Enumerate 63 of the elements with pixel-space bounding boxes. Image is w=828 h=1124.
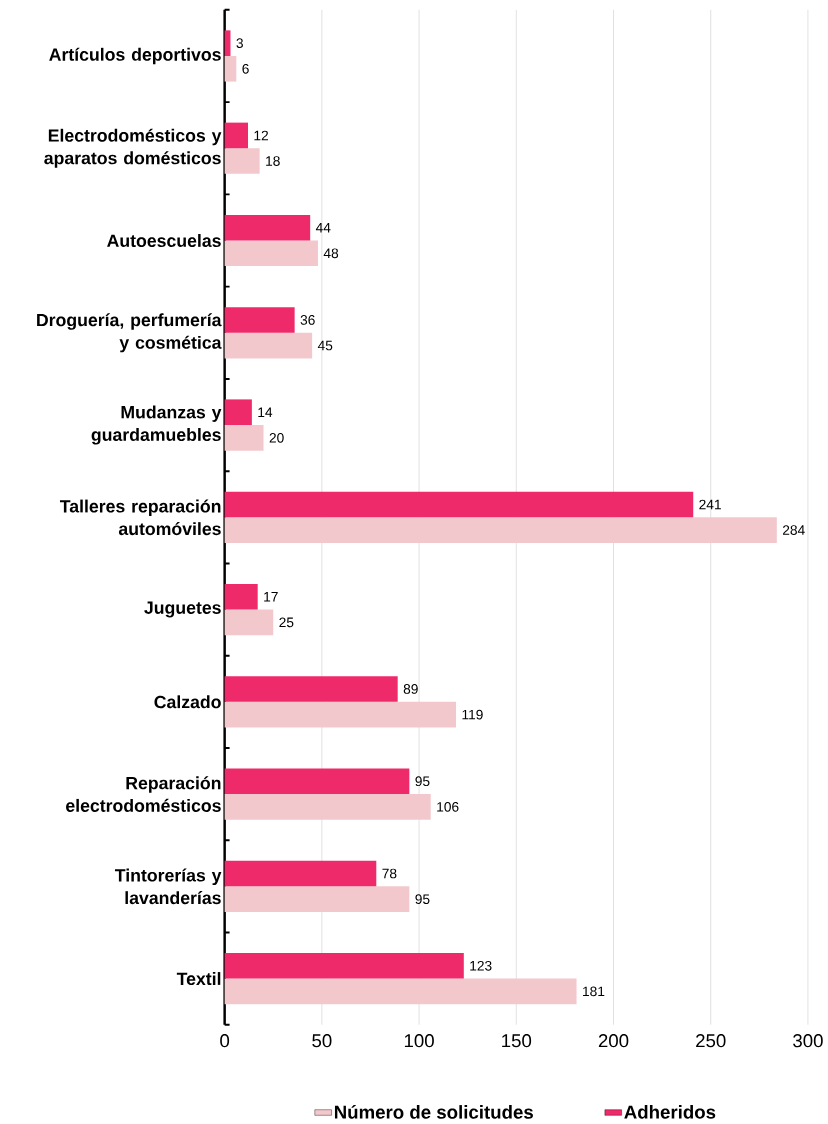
x-tick-label: 200 — [599, 1034, 629, 1048]
bar — [224, 768, 410, 795]
data-label: 6 — [242, 63, 249, 74]
bar — [224, 307, 295, 333]
bar — [224, 240, 319, 267]
y-tick-label: Droguería, perfumería y cosmética — [37, 313, 222, 353]
x-tick-label: 250 — [696, 1034, 726, 1048]
x-tick-label: 300 — [793, 1034, 823, 1048]
data-label: 17 — [264, 592, 278, 602]
data-label: 18 — [266, 156, 280, 166]
y-tick-label: Talleres reparación automóviles — [60, 499, 221, 536]
data-label: 241 — [699, 499, 722, 510]
bar — [224, 978, 577, 1005]
y-tick-label: Calzado — [154, 695, 221, 709]
data-label: 45 — [318, 340, 333, 351]
x-tick-label: 50 — [312, 1034, 332, 1048]
y-tick-label: Mudanzas y guardamuebles — [91, 405, 222, 445]
bar — [224, 701, 457, 728]
data-label: 89 — [403, 684, 418, 694]
bar — [224, 332, 313, 359]
data-label: 95 — [415, 776, 430, 787]
data-label: 20 — [269, 432, 284, 443]
y-tick-label: Reparación electrodomésticos — [66, 776, 221, 812]
data-label: 44 — [316, 222, 331, 233]
bar — [224, 122, 249, 149]
data-label: 36 — [300, 315, 315, 325]
bar — [224, 609, 274, 636]
bar — [224, 55, 237, 82]
data-label: 78 — [382, 868, 397, 879]
data-label: 284 — [783, 525, 805, 535]
y-tick-label: Juguetes — [144, 601, 221, 618]
bar — [224, 952, 464, 979]
data-label: 3 — [236, 38, 244, 49]
data-label: 181 — [583, 986, 605, 997]
bar — [224, 399, 253, 426]
data-label: 95 — [415, 894, 430, 904]
x-tick-label: 150 — [502, 1034, 532, 1048]
y-tick-label: Artículos deportivos — [49, 47, 221, 65]
data-label: 48 — [323, 248, 339, 259]
data-label: 119 — [462, 709, 483, 720]
bar — [224, 491, 694, 518]
x-tick-label: 0 — [220, 1034, 230, 1048]
bar — [224, 794, 431, 820]
y-tick-label: Tintorerías y lavanderías — [115, 868, 222, 905]
bar — [224, 886, 410, 912]
data-label: 14 — [258, 407, 273, 417]
bar — [224, 517, 778, 543]
data-label: 106 — [437, 801, 459, 812]
bar — [224, 214, 311, 241]
y-tick-label: Autoescuelas — [107, 234, 221, 247]
y-tick-label: Electrodomésticos y aparatos domésticos — [44, 128, 222, 168]
y-tick-label: Textil — [177, 972, 221, 986]
data-label: 25 — [279, 617, 294, 628]
bar — [224, 425, 264, 451]
bar — [224, 676, 398, 702]
legend-label: Adheridos — [624, 1105, 716, 1119]
bar — [224, 583, 258, 610]
bar — [224, 860, 377, 887]
x-tick-label: 100 — [405, 1034, 435, 1048]
bar — [224, 148, 260, 174]
data-label: 12 — [254, 130, 269, 141]
data-label: 123 — [470, 960, 492, 971]
legend-label: Número de solicitudes — [335, 1104, 534, 1119]
